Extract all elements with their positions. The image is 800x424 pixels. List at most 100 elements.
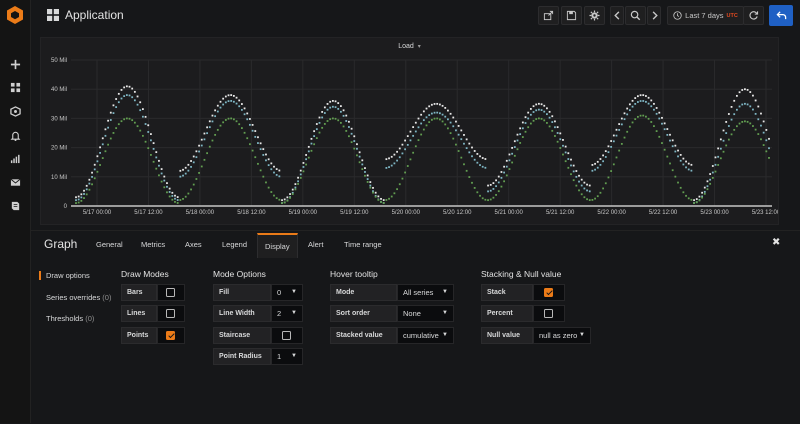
data-point (240, 108, 243, 111)
tab-display[interactable]: Display (257, 233, 298, 258)
null-value-select[interactable]: null as zero ▼ (533, 327, 591, 344)
sidenav-draw-options[interactable]: Draw options (39, 271, 90, 280)
lines-checkbox-cell[interactable] (157, 305, 185, 322)
data-point (96, 155, 99, 158)
bell-icon[interactable] (7, 127, 23, 143)
refresh-button[interactable] (743, 6, 764, 25)
data-point (101, 157, 104, 159)
x-tick-label: 5/22 00:00 (597, 210, 626, 216)
data-point (690, 163, 693, 166)
tab-legend[interactable]: Legend (222, 239, 248, 249)
data-point (709, 173, 712, 175)
data-point (580, 184, 583, 187)
data-point (390, 155, 393, 158)
fill-select[interactable]: 0 ▼ (271, 284, 303, 301)
explore-icon[interactable] (7, 103, 23, 119)
stack-checkbox[interactable] (544, 288, 553, 297)
signal-icon[interactable] (7, 150, 23, 166)
load-chart[interactable]: 0 10 Mil 20 Mil 30 Mil 40 Mil 50 Mil 5/17 00:0… (41, 38, 778, 224)
tab-metrics[interactable]: Metrics (141, 239, 166, 249)
data-point (578, 180, 580, 183)
plus-icon[interactable] (7, 56, 23, 72)
time-back-button[interactable] (610, 6, 624, 25)
grafana-logo-icon[interactable] (6, 5, 24, 25)
data-point (468, 176, 471, 178)
tab-general[interactable]: General (96, 239, 123, 249)
data-point (393, 192, 396, 195)
data-point (583, 181, 586, 184)
data-point (203, 138, 206, 141)
sidenav-series-overrides[interactable]: Series overrides (0) (46, 293, 111, 302)
data-point (182, 197, 184, 200)
point-radius-select[interactable]: 1 ▼ (271, 348, 303, 365)
data-point (409, 139, 412, 142)
point-radius-label: Point Radius (213, 348, 271, 365)
data-point (123, 86, 126, 89)
data-point (254, 156, 257, 159)
data-point (297, 176, 299, 179)
line-width-select[interactable]: 2 ▼ (271, 305, 303, 322)
data-point (500, 171, 503, 173)
points-checkbox-cell[interactable] (157, 327, 185, 344)
data-point (249, 143, 251, 146)
data-point (583, 187, 586, 190)
tab-axes[interactable]: Axes (185, 239, 202, 249)
data-point (321, 111, 324, 113)
data-point (511, 146, 514, 149)
data-point (575, 170, 578, 172)
zoom-out-button[interactable] (625, 6, 646, 25)
data-point (711, 177, 714, 179)
stack-checkbox-cell[interactable] (533, 284, 565, 301)
hover-tooltip-title: Hover tooltip (330, 269, 378, 279)
dashboards-icon[interactable] (7, 79, 23, 95)
panel-title[interactable]: Load ▾ (41, 43, 778, 50)
data-point (487, 190, 489, 193)
tab-alert[interactable]: Alert (308, 239, 324, 249)
data-point (428, 105, 431, 108)
data-point (208, 145, 211, 148)
sidenav-thresholds[interactable]: Thresholds (0) (46, 314, 94, 323)
data-point (455, 120, 457, 123)
share-button[interactable] (538, 6, 559, 25)
dashboard-title[interactable]: Application (65, 8, 124, 22)
data-point (192, 161, 195, 164)
data-point (562, 153, 564, 156)
close-icon[interactable]: ✖ (772, 237, 781, 248)
data-point (406, 143, 409, 146)
data-point (374, 195, 377, 198)
lines-checkbox[interactable] (166, 309, 175, 318)
draw-modes-title: Draw Modes (121, 269, 169, 279)
timezone-badge: UTC (726, 12, 738, 19)
stacked-value-select[interactable]: cumulative ▼ (397, 327, 454, 344)
back-to-dashboard-button[interactable] (769, 5, 793, 26)
data-point (645, 115, 647, 118)
percent-checkbox-cell[interactable] (533, 305, 565, 322)
data-point (765, 150, 768, 153)
time-picker-button[interactable]: Last 7 days UTC (667, 6, 744, 25)
bars-checkbox[interactable] (166, 288, 175, 297)
data-point (760, 124, 762, 127)
data-point (709, 178, 712, 181)
percent-checkbox[interactable] (544, 309, 553, 318)
data-point (259, 169, 262, 172)
points-checkbox[interactable] (166, 331, 175, 340)
staircase-checkbox[interactable] (282, 331, 291, 340)
data-point (754, 128, 757, 131)
book-icon[interactable] (7, 197, 23, 213)
settings-button[interactable] (584, 6, 605, 25)
apps-grid-icon[interactable] (47, 9, 59, 21)
save-button[interactable] (561, 6, 582, 25)
data-point (109, 119, 112, 121)
data-point (152, 147, 155, 150)
staircase-checkbox-cell[interactable] (271, 327, 303, 344)
mode-select[interactable]: All series ▼ (397, 284, 454, 301)
mail-icon[interactable] (7, 174, 23, 190)
data-point (251, 129, 254, 132)
time-forward-button[interactable] (647, 6, 661, 25)
data-point (738, 122, 741, 125)
data-point (570, 158, 572, 161)
data-point (176, 202, 179, 204)
sort-order-select[interactable]: None ▼ (397, 305, 454, 322)
bars-checkbox-cell[interactable] (157, 284, 185, 301)
tab-time-range[interactable]: Time range (344, 239, 382, 249)
